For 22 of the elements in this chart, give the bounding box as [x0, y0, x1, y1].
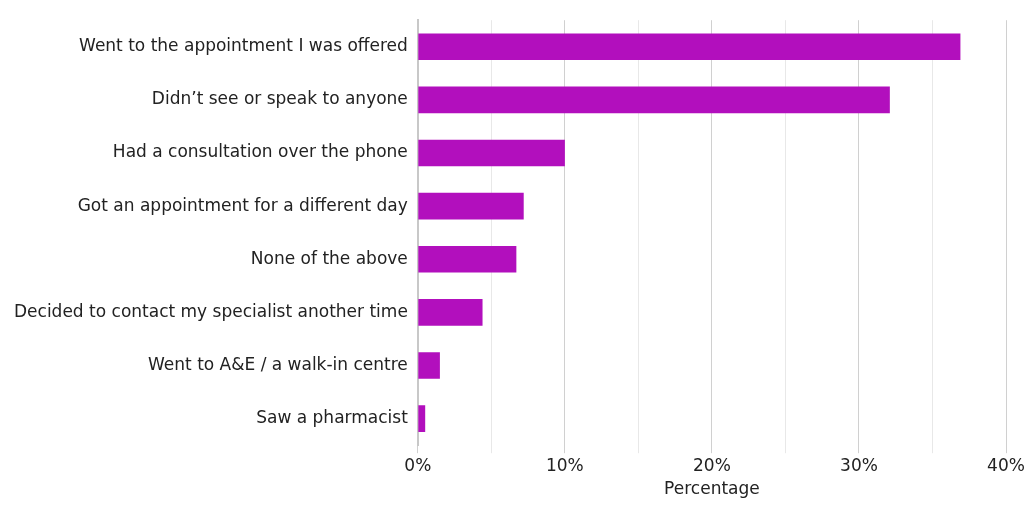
x-tick-label: 0% [404, 454, 432, 475]
bar [418, 33, 961, 61]
bar [418, 352, 440, 379]
bar [418, 245, 517, 273]
y-tick-label: Went to the appointment I was offered [79, 35, 408, 56]
x-tick-label: 40% [987, 454, 1025, 475]
y-tick-label: None of the above [250, 247, 408, 268]
x-axis-title: Percentage [664, 478, 760, 499]
y-tick-label: Went to A&E / a walk-in centre [148, 353, 408, 374]
y-tick-label: Saw a pharmacist [256, 407, 409, 428]
y-tick-label: Got an appointment for a different day [77, 194, 408, 215]
y-tick-label: Had a consultation over the phone [112, 141, 408, 162]
bar [418, 405, 426, 432]
bar [418, 139, 565, 167]
x-tick-label: 10% [545, 454, 584, 475]
bar [418, 192, 524, 220]
y-tick-label: Decided to contact my specialist another time [14, 300, 408, 321]
bar [418, 86, 890, 114]
x-tick-label: 30% [840, 454, 878, 475]
x-tick-label: 20% [693, 454, 731, 475]
bar [418, 299, 483, 326]
y-tick-label: Didn’t see or speak to anyone [151, 88, 408, 109]
